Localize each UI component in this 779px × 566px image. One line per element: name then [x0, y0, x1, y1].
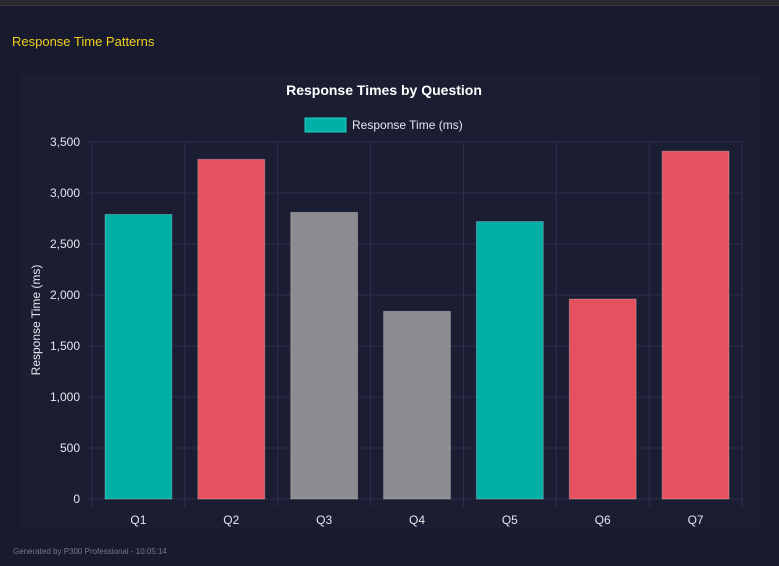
bar-q6[interactable] [568, 298, 637, 500]
bar-q1[interactable] [104, 213, 173, 500]
x-tick-label: Q5 [502, 513, 518, 527]
y-tick-label: 3,500 [50, 135, 80, 149]
y-tick-label: 0 [73, 492, 80, 506]
y-axis-label: Response Time (ms) [29, 265, 43, 376]
x-tick-label: Q7 [688, 513, 704, 527]
y-tick-label: 2,000 [50, 288, 80, 302]
chart-title: Response Times by Question [286, 82, 482, 98]
y-tick-label: 1,500 [50, 339, 80, 353]
bar-q4[interactable] [383, 310, 451, 500]
bar-q5[interactable] [475, 221, 544, 500]
bar-q3[interactable] [290, 211, 359, 500]
footer-text: Generated by P300 Professional - 10:05:1… [13, 547, 167, 556]
window-top-bar [0, 0, 779, 6]
x-tick-label: Q1 [130, 513, 146, 527]
x-tick-label: Q2 [223, 513, 239, 527]
y-tick-label: 3,000 [50, 186, 80, 200]
x-tick-label: Q4 [409, 513, 425, 527]
y-tick-label: 500 [60, 441, 80, 455]
section-title: Response Time Patterns [12, 34, 155, 49]
legend-swatch[interactable] [304, 117, 347, 133]
legend-label[interactable]: Response Time (ms) [352, 118, 463, 132]
bar-q2[interactable] [197, 158, 266, 500]
y-tick-label: 1,000 [50, 390, 80, 404]
y-tick-label: 2,500 [50, 237, 80, 251]
bar-q7[interactable] [661, 150, 730, 500]
x-tick-label: Q6 [595, 513, 611, 527]
x-tick-label: Q3 [316, 513, 332, 527]
